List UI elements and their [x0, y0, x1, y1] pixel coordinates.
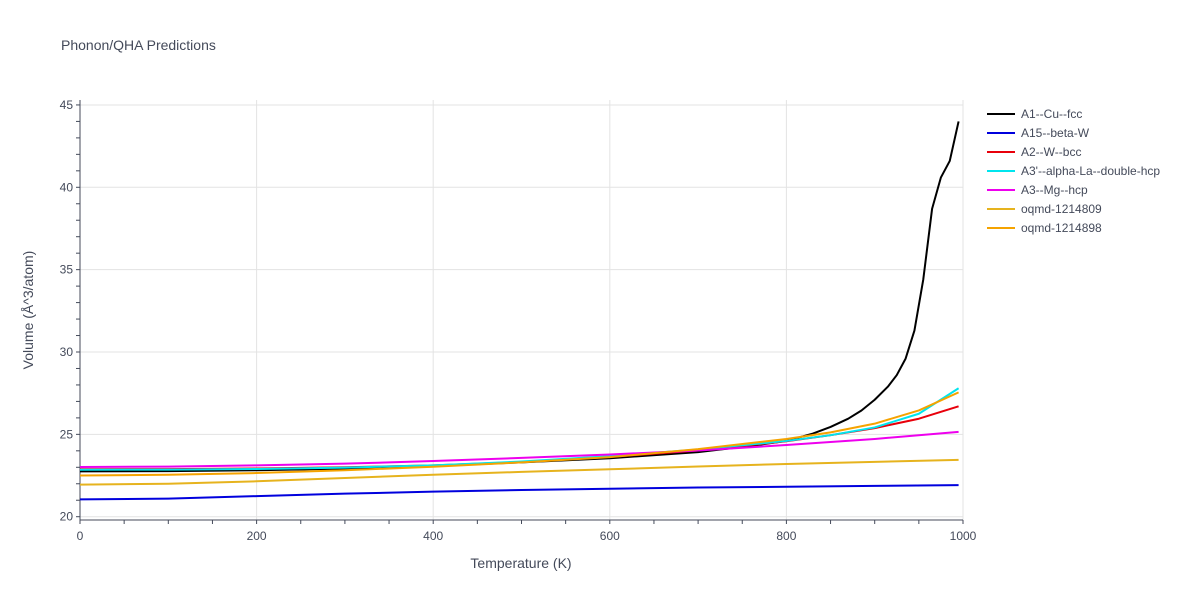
legend-item[interactable]: A15--beta-W — [987, 126, 1090, 140]
x-tick-label: 1000 — [950, 529, 977, 543]
grid-lines — [80, 100, 964, 520]
series-line-5 — [79, 458, 959, 486]
x-tick-label: 0 — [77, 529, 84, 543]
legend-label: A3--Mg--hcp — [1021, 183, 1088, 197]
legend-label: A3'--alpha-La--double-hcp — [1021, 164, 1160, 178]
x-tick-label: 800 — [776, 529, 796, 543]
x-tick-label: 200 — [247, 529, 267, 543]
y-tick-label: 45 — [60, 98, 74, 112]
y-tick-label: 25 — [60, 427, 74, 441]
legend-label: oqmd-1214809 — [1021, 202, 1102, 216]
legend-item[interactable]: A3--Mg--hcp — [987, 183, 1088, 197]
y-axis-title: Volume (Å^3/atom) — [20, 251, 36, 370]
series-line-2 — [79, 405, 959, 471]
x-tick-label: 400 — [423, 529, 443, 543]
axes: 0 200 400 600 800 1000 20 25 30 35 40 45 — [60, 98, 977, 543]
series-line-0 — [79, 121, 960, 473]
y-tick-label: 30 — [60, 345, 74, 359]
legend-item[interactable]: A1--Cu--fcc — [987, 107, 1082, 121]
legend-item[interactable]: A2--W--bcc — [987, 145, 1081, 159]
legend[interactable]: A1--Cu--fcc A15--beta-W A2--W--bcc A3'--alp… — [987, 107, 1160, 235]
series-line-6 — [79, 391, 960, 477]
chart-title: Phonon/QHA Predictions — [61, 37, 216, 53]
x-axis-title: Temperature (K) — [470, 555, 571, 571]
legend-label: A15--beta-W — [1021, 126, 1090, 140]
x-tick-label: 600 — [600, 529, 620, 543]
series-lines — [79, 121, 960, 501]
series-line-1 — [79, 484, 959, 501]
legend-item[interactable]: oqmd-1214809 — [987, 202, 1102, 216]
y-tick-label: 40 — [60, 180, 74, 194]
legend-label: oqmd-1214898 — [1021, 221, 1102, 235]
legend-item[interactable]: A3'--alpha-La--double-hcp — [987, 164, 1160, 178]
legend-label: A1--Cu--fcc — [1021, 107, 1082, 121]
y-tick-label: 35 — [60, 263, 74, 277]
y-tick-label: 20 — [60, 510, 74, 524]
legend-label: A2--W--bcc — [1021, 145, 1081, 159]
legend-item[interactable]: oqmd-1214898 — [987, 221, 1102, 235]
series-line-4 — [79, 430, 959, 468]
